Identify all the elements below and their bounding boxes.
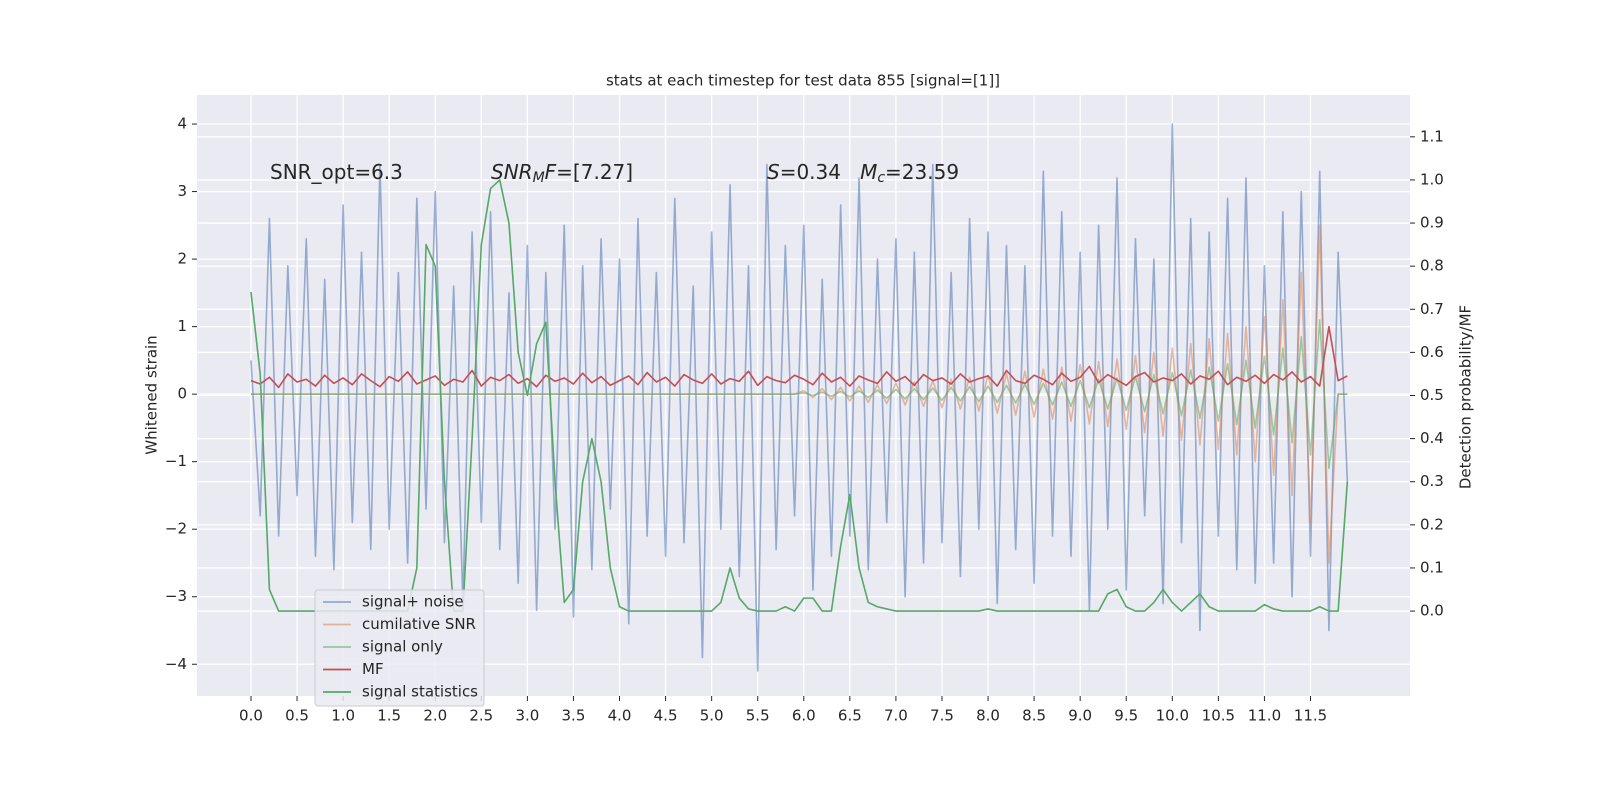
y2-tick-label: 0.2 — [1420, 515, 1444, 533]
y2-tick-label: 0.3 — [1420, 472, 1444, 490]
x-tick-label: 6.5 — [838, 707, 862, 725]
annotation-part: =23.59 — [885, 160, 959, 184]
x-tick-label: 5.0 — [700, 707, 724, 725]
x-tick-label: 9.5 — [1114, 707, 1138, 725]
annotation-part: =[7.27] — [556, 160, 633, 184]
y2-axis-label: Detection probability/MF — [1457, 305, 1475, 489]
x-tick-label: 5.5 — [746, 707, 770, 725]
y-tick-label: −3 — [165, 587, 187, 605]
annotation-part: =0.34 — [780, 160, 860, 184]
legend-label: signal+ noise — [362, 593, 464, 611]
y-tick-label: −4 — [165, 655, 187, 673]
y2-tick-label: 0.9 — [1420, 214, 1444, 232]
y2-tick-label: 0.1 — [1420, 558, 1444, 576]
y-tick-label: 2 — [177, 250, 187, 268]
y-tick-label: −2 — [165, 520, 187, 538]
x-tick-label: 3.5 — [562, 707, 586, 725]
y2-tick-label: 0.8 — [1420, 257, 1444, 275]
x-tick-label: 9.0 — [1068, 707, 1092, 725]
x-tick-label: 11.0 — [1248, 707, 1281, 725]
annotation: SNR_opt=6.3 — [270, 160, 403, 184]
x-tick-label: 10.5 — [1202, 707, 1235, 725]
y2-tick-label: 0.5 — [1420, 386, 1444, 404]
series-line — [250, 319, 1348, 470]
annotation-part: SNR_opt=6.3 — [270, 160, 403, 184]
x-tick-label: 3.0 — [515, 707, 539, 725]
legend-box — [314, 589, 485, 707]
series-line — [250, 179, 1349, 612]
y-tick-label: −1 — [165, 452, 187, 470]
x-tick-label: 0.0 — [239, 707, 263, 725]
x-tick-label: 6.0 — [792, 707, 816, 725]
y-axis-label: Whitened strain — [143, 335, 161, 454]
x-tick-label: 1.0 — [331, 707, 355, 725]
chart-title: stats at each timestep for test data 855… — [606, 72, 1000, 90]
annotation-part: M — [860, 160, 877, 184]
annotation-part: S — [767, 160, 780, 184]
annotation-part: M — [533, 170, 545, 186]
series-line — [250, 123, 1349, 672]
y-tick-label: 3 — [177, 182, 187, 200]
legend-label: cumilative SNR — [362, 615, 476, 633]
y2-tick-label: 1.0 — [1420, 170, 1444, 188]
legend-label: signal only — [362, 638, 443, 656]
legend-label: signal statistics — [362, 683, 478, 701]
x-tick-label: 2.0 — [423, 707, 447, 725]
x-tick-label: 11.5 — [1294, 707, 1327, 725]
x-tick-label: 2.5 — [469, 707, 493, 725]
x-tick-label: 7.0 — [884, 707, 908, 725]
annotation-part: c — [877, 170, 885, 186]
annotation: SNRMF=[7.27] — [491, 160, 633, 187]
x-tick-label: 7.5 — [930, 707, 954, 725]
y2-tick-label: 0.0 — [1420, 602, 1444, 620]
annotation-part: SNR — [491, 160, 533, 184]
x-tick-label: 8.0 — [976, 707, 1000, 725]
legend-label: MF — [362, 660, 384, 678]
y2-tick-label: 1.1 — [1420, 127, 1444, 145]
y2-tick-label: 0.6 — [1420, 343, 1444, 361]
y2-tick-label: 0.4 — [1420, 429, 1444, 447]
series-line — [250, 325, 1348, 389]
x-tick-label: 4.0 — [608, 707, 632, 725]
x-tick-label: 0.5 — [285, 707, 309, 725]
annotation: S=0.34 Mc=23.59 — [767, 160, 959, 187]
y-tick-label: 4 — [177, 115, 187, 133]
y-tick-label: 1 — [177, 317, 187, 335]
x-tick-label: 4.5 — [654, 707, 678, 725]
y-tick-label: 0 — [177, 385, 187, 403]
annotation-part: F — [545, 160, 557, 184]
x-tick-label: 1.5 — [377, 707, 401, 725]
x-tick-label: 10.0 — [1156, 707, 1189, 725]
x-tick-label: 8.5 — [1022, 707, 1046, 725]
y2-tick-label: 0.7 — [1420, 300, 1444, 318]
